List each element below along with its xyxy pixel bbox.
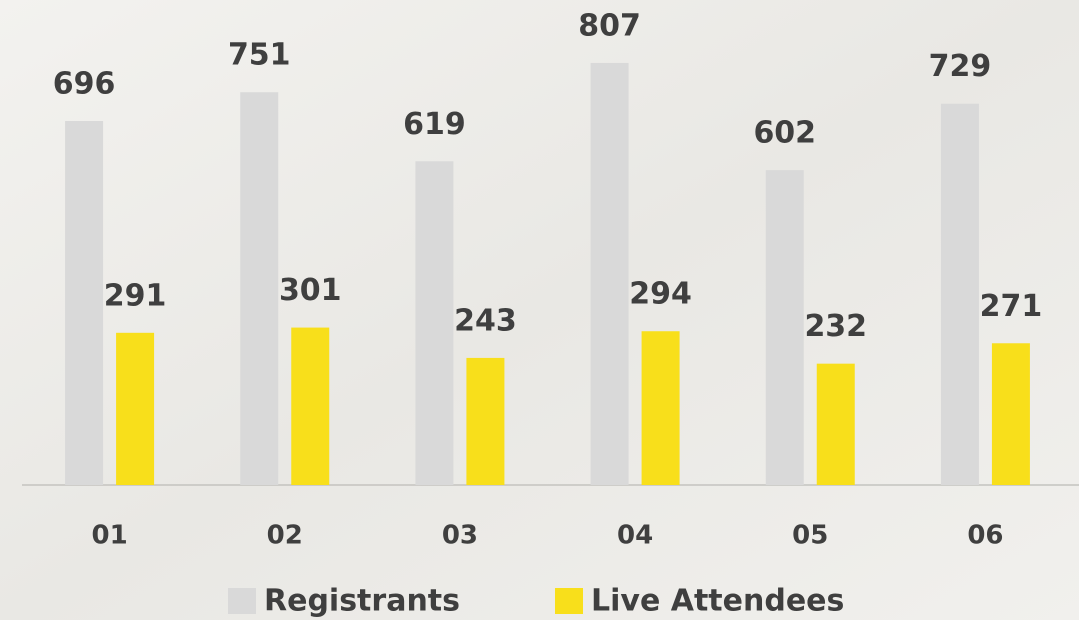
data-label: 271: [980, 289, 1043, 324]
bar: [940, 103, 979, 485]
legend-swatch: [555, 588, 583, 614]
bar: [991, 343, 1030, 485]
legend-swatch: [228, 588, 256, 614]
x-tick-label: 01: [91, 521, 127, 551]
bar: [291, 327, 330, 485]
data-label: 619: [403, 107, 466, 142]
bar: [240, 92, 279, 486]
data-label: 301: [279, 273, 342, 308]
data-label: 807: [578, 8, 641, 43]
bar: [765, 170, 804, 486]
bar: [641, 331, 680, 485]
legend-label: Registrants: [264, 584, 460, 619]
bar: [816, 363, 855, 485]
bar: [65, 120, 104, 485]
data-label: 232: [804, 309, 867, 344]
bar: [415, 161, 454, 485]
x-tick-label: 02: [267, 521, 303, 551]
bar: [590, 62, 629, 486]
x-tick-label: 06: [967, 521, 1003, 551]
data-label: 243: [454, 303, 517, 338]
bar: [116, 332, 155, 485]
x-tick-label: 03: [442, 521, 478, 551]
data-label: 602: [753, 116, 816, 151]
data-label: 729: [929, 49, 992, 84]
x-tick-label: 05: [792, 521, 828, 551]
bar: [466, 357, 505, 485]
data-label: 291: [104, 278, 167, 313]
x-tick-label: 04: [617, 521, 653, 551]
data-label: 696: [53, 66, 116, 101]
legend-label: Live Attendees: [591, 584, 844, 619]
data-label: 294: [629, 277, 692, 312]
data-label: 751: [228, 38, 291, 73]
